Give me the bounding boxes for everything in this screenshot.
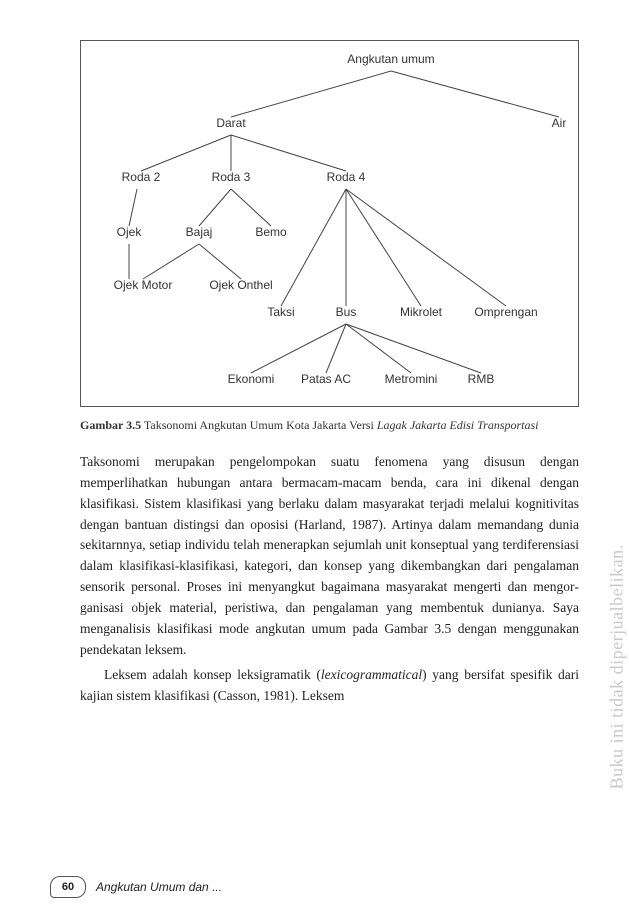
page: Angkutan umum Darat Air Roda 2 Roda 3 Roda 4 O… <box>0 0 629 924</box>
tree-node-taksi: Taksi <box>267 305 294 319</box>
p2-italic: lexicogrammatical <box>321 667 422 682</box>
tree-node-rmb: RMB <box>468 372 495 386</box>
taxonomy-diagram-frame: Angkutan umum Darat Air Roda 2 Roda 3 Roda 4 O… <box>80 40 579 407</box>
tree-node-metro: Metromini <box>385 372 438 386</box>
tree-node-root: Angkutan umum <box>347 52 434 66</box>
tree-node-bus: Bus <box>336 305 357 319</box>
tree-node-darat: Darat <box>216 116 246 130</box>
tree-node-bajaj: Bajaj <box>186 225 213 239</box>
paragraph-1: Taksonomi merupakan pengelompokan suatu … <box>80 452 579 661</box>
tree-node-ompr: Omprengan <box>474 305 537 319</box>
page-number: 60 <box>50 876 86 898</box>
tree-node-roda3: Roda 3 <box>212 170 251 184</box>
tree-node-mikro: Mikrolet <box>400 305 443 319</box>
tree-node-ojek: Ojek <box>117 225 143 239</box>
figure-caption: Gambar 3.5 Taksonomi Angkutan Umum Kota … <box>80 417 579 434</box>
tree-node-roda4: Roda 4 <box>327 170 366 184</box>
tree-node-ojekm: Ojek Motor <box>114 278 173 292</box>
tree-node-patas: Patas AC <box>301 372 351 386</box>
caption-italic: Lagak Jakarta Edisi Transportasi <box>377 418 539 432</box>
tree-node-ojeko: Ojek Onthel <box>209 278 272 292</box>
tree-node-bemo: Bemo <box>255 225 287 239</box>
caption-label: Gambar 3.5 <box>80 418 141 432</box>
tree-node-eko: Ekonomi <box>228 372 275 386</box>
tree-node-air: Air <box>552 116 567 130</box>
page-footer: 60 Angkutan Umum dan ... <box>50 876 222 898</box>
tree-node-roda2: Roda 2 <box>122 170 161 184</box>
paragraph-2: Leksem adalah konsep leksigramatik (lexi… <box>80 665 579 707</box>
watermark-text: Buku ini tidak diperjualbelikan. <box>607 544 628 789</box>
p2-part-a: Leksem adalah konsep leksigramatik ( <box>104 667 321 682</box>
footer-title: Angkutan Umum dan ... <box>96 880 222 894</box>
taxonomy-tree-svg: Angkutan umum Darat Air Roda 2 Roda 3 Roda 4 O… <box>81 41 579 401</box>
body-text: Taksonomi merupakan pengelompokan suatu … <box>80 452 579 707</box>
caption-text: Taksonomi Angkutan Umum Kota Jakarta Ver… <box>141 418 377 432</box>
